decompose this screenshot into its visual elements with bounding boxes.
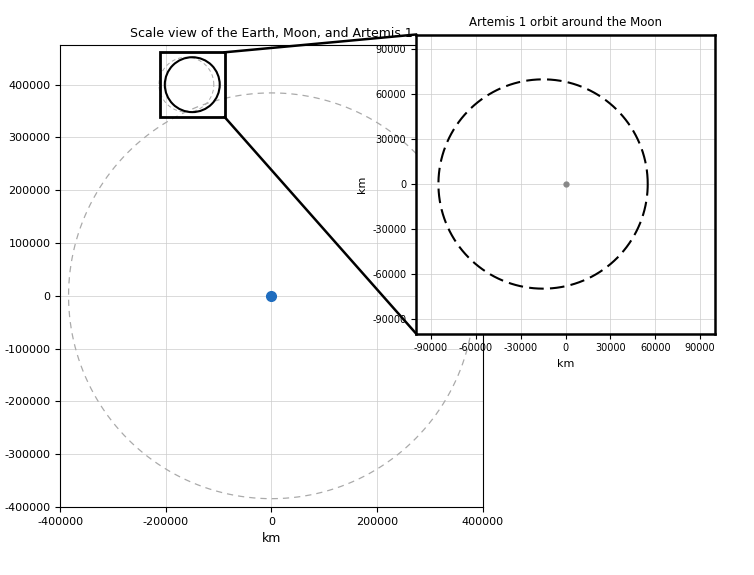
X-axis label: km: km bbox=[262, 532, 281, 545]
Bar bbox=[160, 52, 225, 117]
Y-axis label: km: km bbox=[357, 175, 366, 193]
X-axis label: km: km bbox=[556, 359, 575, 369]
Title: Scale view of the Earth, Moon, and Artemis 1: Scale view of the Earth, Moon, and Artem… bbox=[130, 27, 413, 40]
Title: Artemis 1 orbit around the Moon: Artemis 1 orbit around the Moon bbox=[469, 16, 662, 29]
